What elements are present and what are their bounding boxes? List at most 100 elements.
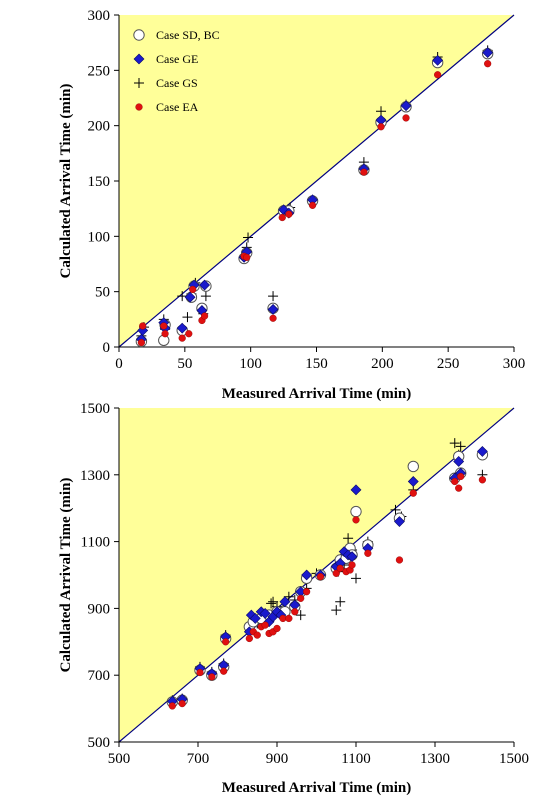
data-point — [394, 516, 405, 527]
x-tick-label: 500 — [108, 751, 131, 767]
data-point — [308, 201, 317, 209]
data-point — [160, 322, 168, 330]
x-tick-label: 200 — [371, 356, 394, 372]
data-point — [348, 561, 356, 569]
data-point — [176, 322, 188, 334]
data-point — [189, 285, 197, 294]
x-axis-title: Measured Arrival Time (min) — [222, 780, 412, 796]
data-point — [407, 460, 419, 473]
legend-marker — [133, 53, 145, 65]
data-point — [301, 569, 313, 581]
data-point — [268, 291, 279, 302]
series-case-ea — [168, 472, 487, 710]
data-point — [168, 702, 176, 710]
data-point — [451, 477, 459, 486]
data-point — [200, 312, 209, 320]
x-tick-label: 0 — [115, 356, 123, 372]
data-point — [137, 338, 145, 347]
data-point — [285, 210, 293, 218]
data-point — [273, 624, 281, 633]
data-point — [455, 484, 463, 492]
data-point — [161, 330, 169, 338]
data-point — [178, 334, 186, 342]
data-point — [360, 168, 368, 176]
data-point — [482, 47, 494, 59]
data-point — [285, 614, 293, 623]
data-point — [200, 291, 211, 302]
data-point — [476, 445, 488, 457]
data-point — [402, 114, 410, 122]
data-point — [182, 312, 193, 323]
data-point — [316, 573, 325, 581]
data-point — [253, 631, 261, 639]
data-point — [222, 638, 230, 646]
legend-label: Case EA — [156, 100, 199, 114]
chart-panel-1: 0 50 100 150 200 250 300 0 50 100 150 200 250 300 Meas… — [58, 8, 525, 402]
data-point — [269, 314, 277, 322]
y-tick-label: 100 — [88, 229, 111, 245]
x-tick-label: 300 — [503, 356, 526, 372]
y-tick-label: 700 — [88, 668, 111, 684]
legend-marker — [134, 78, 144, 88]
data-point — [283, 591, 294, 602]
y-tick-label: 900 — [88, 601, 111, 617]
legend-label: Case SD, BC — [156, 28, 220, 42]
data-point — [395, 556, 404, 564]
legend-label: Case GE — [156, 52, 198, 66]
data-point — [243, 253, 251, 261]
data-point — [297, 594, 305, 602]
data-point — [245, 634, 253, 643]
y-tick-label: 0 — [103, 340, 111, 356]
y-axis-title: Calculated Arrival Time (min) — [58, 84, 74, 279]
data-point — [303, 588, 311, 596]
data-point — [478, 476, 487, 484]
data-point — [331, 605, 342, 616]
series-case-ea — [137, 60, 492, 347]
data-point — [350, 505, 362, 518]
data-point — [199, 279, 211, 291]
data-point — [455, 441, 466, 452]
y-tick-label: 1300 — [80, 468, 110, 484]
x-tick-label: 1300 — [420, 751, 450, 767]
data-point — [352, 516, 360, 524]
x-tick-label: 50 — [177, 356, 192, 372]
data-point — [208, 673, 216, 681]
data-point — [350, 484, 362, 496]
y-tick-label: 200 — [88, 119, 111, 135]
y-tick-label: 1100 — [81, 535, 110, 551]
data-point — [376, 106, 387, 117]
data-point — [457, 472, 465, 481]
data-point — [267, 303, 279, 315]
y-tick-label: 50 — [95, 285, 110, 301]
data-point — [295, 610, 306, 621]
data-point — [279, 596, 291, 608]
data-point — [185, 330, 193, 338]
data-point — [390, 504, 401, 515]
legend-marker — [133, 29, 145, 41]
legend: Case SD, BC Case GE Case GS Case EA — [133, 28, 220, 114]
data-point — [400, 100, 412, 112]
data-point — [364, 549, 372, 557]
data-point — [407, 476, 419, 487]
data-point — [268, 596, 279, 607]
y-tick-label: 500 — [88, 735, 111, 751]
x-axis-title: Measured Arrival Time (min) — [222, 386, 412, 402]
data-point — [249, 612, 261, 624]
chart-panel-2: 500 700 900 1100 1300 1500 500 700 900 1100 1300 15… — [58, 401, 529, 796]
y-tick-label: 1500 — [80, 401, 110, 417]
data-point — [332, 569, 340, 577]
data-point — [291, 608, 299, 616]
data-point — [266, 598, 277, 609]
x-tick-label: 100 — [239, 356, 262, 372]
x-tick-label: 1500 — [499, 751, 529, 767]
data-point — [261, 621, 269, 629]
data-point — [351, 573, 361, 584]
x-tick-label: 700 — [187, 751, 210, 767]
data-point — [259, 607, 271, 619]
data-point — [139, 322, 147, 330]
data-point — [243, 232, 254, 243]
y-tick-label: 300 — [88, 8, 111, 24]
data-point — [278, 213, 286, 222]
data-point — [343, 533, 354, 544]
